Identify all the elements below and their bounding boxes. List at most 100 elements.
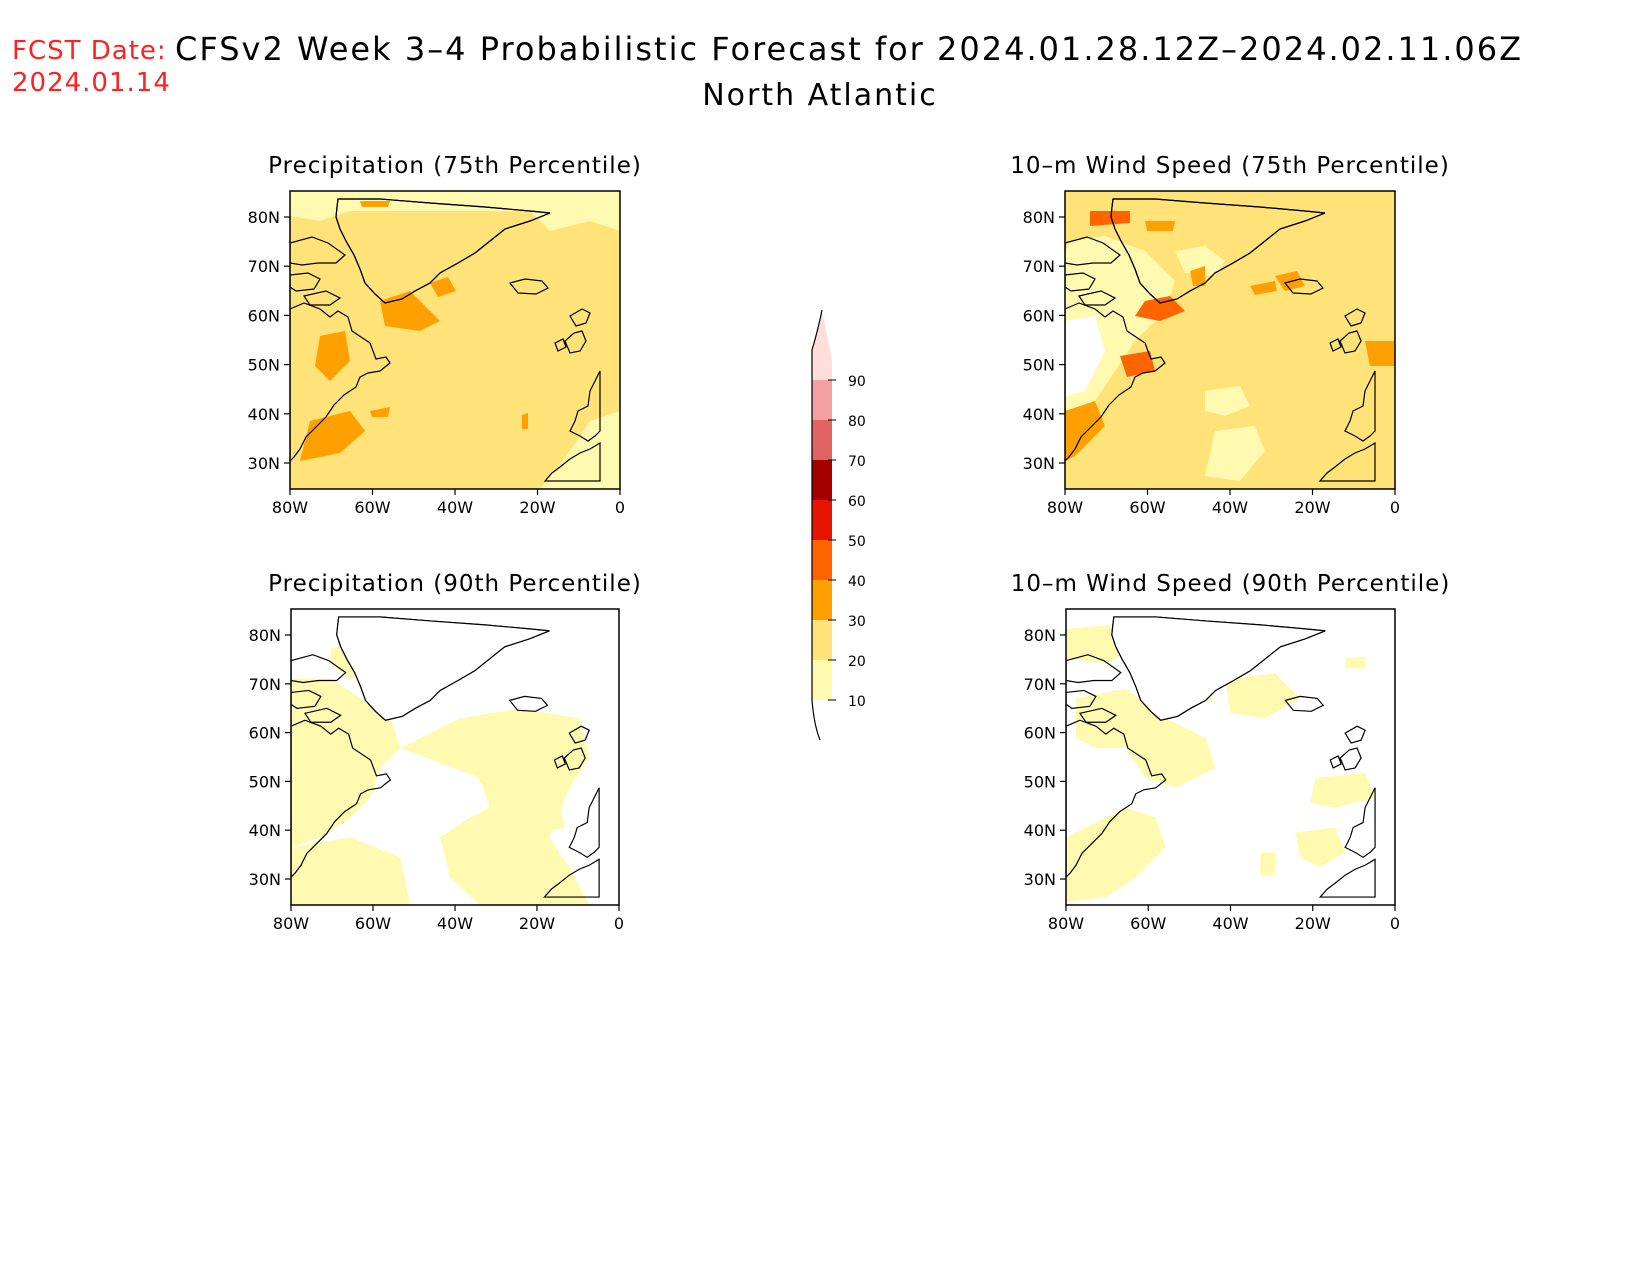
fcst-date-value: 2024.01.14 [12,68,171,98]
colorbar-tick-label: 30 [848,614,866,630]
forecast-title: CFSv2 Week 3–4 Probabilistic Forecast fo… [175,30,1524,68]
map-panel-4: 10–m Wind Speed (90th Percentile) 80N 70N 6… [1011,571,1451,933]
lat-tick-label: 80N [248,208,280,227]
lat-tick-label: 30N [1023,454,1055,473]
panel-title: Precipitation (90th Percentile) [268,571,642,597]
panel-title: Precipitation (75th Percentile) [268,153,642,179]
lon-tick-label: 20W [519,498,555,517]
shading-area [1205,386,1250,416]
shading-area [522,413,528,429]
shading-area [1090,211,1130,226]
lon-tick-label: 40W [1212,914,1248,933]
lat-tick-label: 70N [1023,257,1055,276]
lat-tick-label: 50N [248,356,280,375]
panel-title: 10–m Wind Speed (90th Percentile) [1011,571,1451,597]
map-panels: Precipitation (75th Percentile) 80N 70N 60N… [248,153,1451,933]
lat-tick-label: 80N [1023,208,1055,227]
lat-tick-label: 40N [249,821,281,840]
colorbar-segment [812,500,832,540]
lon-tick-label: 60W [1130,914,1166,933]
colorbar-segment [812,420,832,460]
shading-area [1066,807,1166,903]
map-field [1066,609,1395,905]
shading-area [1260,852,1276,876]
lon-tick-label: 0 [1390,914,1400,933]
map-panel-3: Precipitation (90th Percentile) 80N 70N 60N… [249,571,642,933]
lon-tick-label: 20W [1295,914,1331,933]
colorbar-tick-label: 50 [848,534,866,550]
lon-tick-label: 40W [1212,498,1248,517]
lat-tick-label: 60N [248,306,280,325]
shading-area [310,718,361,768]
lon-tick-label: 20W [1294,498,1330,517]
colorbar-tick-label: 80 [848,414,866,430]
lat-tick-label: 80N [1024,626,1056,645]
shading-area [1365,341,1395,366]
lon-tick-label: 80W [273,914,309,933]
lat-tick-label: 70N [248,257,280,276]
shading-area [430,277,456,297]
colorbar-tick-label: 10 [848,694,866,710]
shading-area [1225,673,1301,719]
shading-area [1250,281,1277,295]
shading-area [1065,401,1105,461]
lon-tick-label: 60W [1129,498,1165,517]
map-panel-1: Precipitation (75th Percentile) 80N 70N 60N… [248,153,642,517]
shading-area [300,411,365,461]
lat-tick-label: 40N [1024,821,1056,840]
lon-tick-label: 60W [355,914,391,933]
lon-tick-label: 40W [437,914,473,933]
colorbar-tick-label: 40 [848,574,866,590]
shading-area [1345,656,1366,669]
colorbar-tick-label: 60 [848,494,866,510]
lat-tick-label: 50N [1024,772,1056,791]
lon-tick-label: 80W [1047,498,1083,517]
shading-area [1310,772,1376,808]
lat-tick-label: 30N [248,454,280,473]
map-field [1065,191,1395,489]
shading-area [1065,236,1175,441]
lon-tick-label: 80W [272,498,308,517]
map-panel-2: 10–m Wind Speed (75th Percentile) 80N 70N 6… [1010,153,1450,517]
colorbar-tick-label: 20 [848,654,866,670]
lon-tick-label: 20W [519,914,555,933]
color-bar: 10 20 30 40 50 60 70 80 90 [811,309,866,741]
colorbar-segment [812,580,832,620]
colorbar-segment [812,310,832,380]
colorbar-segment [812,660,832,700]
shading-area [1295,827,1346,868]
shading-area [1205,426,1265,481]
lat-tick-label: 70N [1024,675,1056,694]
colorbar-tick-label: 70 [848,454,866,470]
lon-tick-label: 60W [354,498,390,517]
lon-tick-label: 0 [1390,498,1400,517]
lat-tick-label: 80N [249,626,281,645]
shading-area [1120,351,1155,377]
shading-area [1145,221,1175,231]
lon-tick-label: 80W [1048,914,1084,933]
lat-tick-label: 50N [1023,356,1055,375]
lat-tick-label: 40N [248,405,280,424]
shading-area [1275,271,1305,291]
colorbar-tick-label: 90 [848,374,866,390]
lon-tick-label: 0 [615,498,625,517]
shading-area [1190,266,1205,286]
panel-title: 10–m Wind Speed (75th Percentile) [1010,153,1450,179]
shading-area [1135,296,1185,321]
colorbar-segment [812,540,832,580]
colorbar-segment [812,460,832,500]
shading-area [469,743,510,783]
lat-tick-label: 30N [249,870,281,889]
lat-tick-label: 60N [1024,724,1056,743]
lat-tick-label: 70N [249,675,281,694]
colorbar-lower-tail [811,699,821,741]
map-field [290,191,620,489]
fcst-date-label: FCST Date: [12,36,167,66]
shading-area [291,837,411,905]
shading-area [291,678,401,848]
shading-area [539,802,565,833]
lon-tick-label: 0 [614,914,624,933]
lat-tick-label: 60N [249,724,281,743]
shading-area [1175,246,1225,276]
